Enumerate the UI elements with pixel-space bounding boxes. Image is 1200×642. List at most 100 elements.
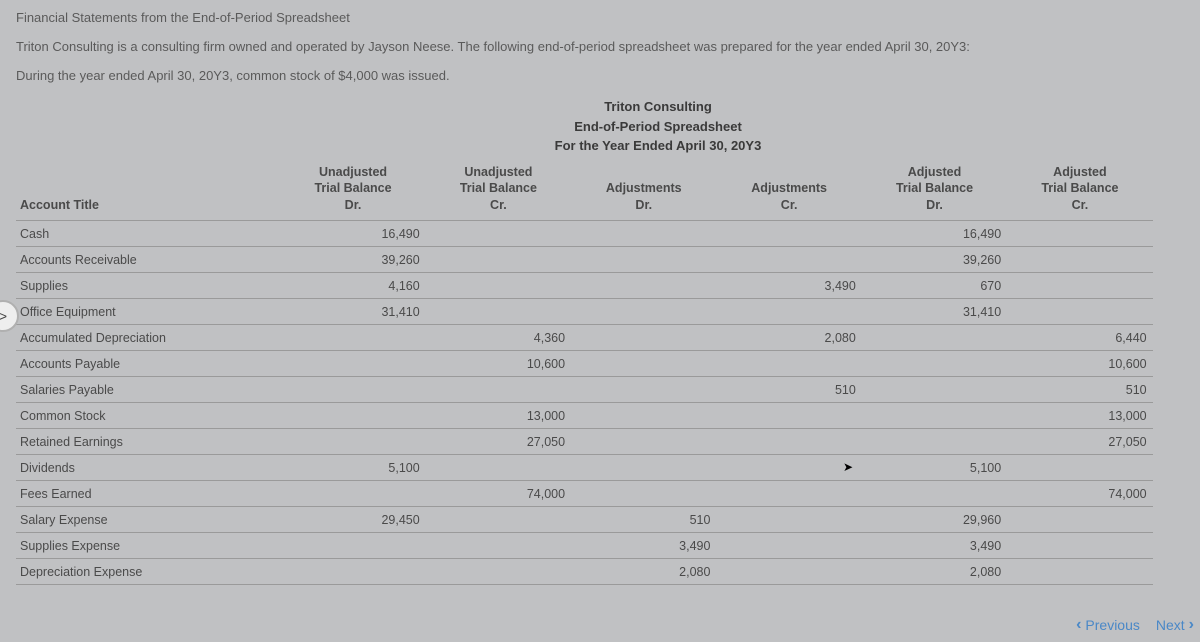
account-cell: Common Stock (16, 403, 280, 429)
value-cell: 4,360 (426, 325, 571, 351)
value-cell: 31,410 (280, 299, 425, 325)
table-row: Salary Expense29,45051029,960 (16, 507, 1153, 533)
value-cell: 5,100 (280, 455, 425, 481)
table-row: Accounts Payable10,60010,600 (16, 351, 1153, 377)
value-cell: 16,490 (280, 221, 425, 247)
value-cell: 74,000 (1007, 481, 1152, 507)
value-cell: 670 (862, 273, 1007, 299)
value-cell (716, 403, 861, 429)
previous-label: Previous (1085, 617, 1139, 633)
value-cell (716, 299, 861, 325)
value-cell (571, 429, 716, 455)
table-row: Dividends5,1005,100 (16, 455, 1153, 481)
value-cell (862, 403, 1007, 429)
value-cell (1007, 247, 1152, 273)
intro-line-1: Financial Statements from the End-of-Per… (16, 10, 1200, 25)
table-row: Depreciation Expense2,0802,080 (16, 559, 1153, 585)
account-cell: Supplies Expense (16, 533, 280, 559)
table-row: Fees Earned 74,000 74,000 (16, 481, 1153, 507)
value-cell (716, 429, 861, 455)
value-cell (426, 377, 571, 403)
chevron-left-icon: ‹ (1076, 616, 1081, 634)
value-cell (426, 299, 571, 325)
nav-area: ‹ Previous Next › (1076, 616, 1194, 634)
value-cell (280, 325, 425, 351)
value-cell (426, 247, 571, 273)
value-cell (426, 533, 571, 559)
value-cell: 3,490 (862, 533, 1007, 559)
value-cell: 13,000 (1007, 403, 1152, 429)
col-adj-dr: Adjustments Dr. (571, 162, 716, 221)
account-cell: Accounts Receivable (16, 247, 280, 273)
previous-button[interactable]: ‹ Previous (1076, 616, 1140, 634)
value-cell (426, 221, 571, 247)
col-adj-cr: Adjustments Cr. (716, 162, 861, 221)
value-cell: 5,100 (862, 455, 1007, 481)
account-cell: Retained Earnings (16, 429, 280, 455)
value-cell (571, 403, 716, 429)
col-unadj-dr: Unadjusted Trial Balance Dr. (280, 162, 425, 221)
value-cell: 4,160 (280, 273, 425, 299)
value-cell (716, 507, 861, 533)
value-cell (280, 403, 425, 429)
value-cell (1007, 507, 1152, 533)
value-cell (571, 481, 716, 507)
table-row: Accumulated Depreciation 4,360 2,080 6,440 (16, 325, 1153, 351)
value-cell (571, 247, 716, 273)
company-name: Triton Consulting (116, 97, 1200, 117)
value-cell (280, 377, 425, 403)
value-cell: 29,450 (280, 507, 425, 533)
value-cell: 13,000 (426, 403, 571, 429)
value-cell: 27,050 (426, 429, 571, 455)
col-adjtb-cr: Adjusted Trial Balance Cr. (1007, 162, 1152, 221)
table-row: Salaries Payable510510 (16, 377, 1153, 403)
value-cell (1007, 299, 1152, 325)
table-row: Cash16,49016,490 (16, 221, 1153, 247)
value-cell (426, 273, 571, 299)
chevron-right-icon: › (1189, 616, 1194, 634)
value-cell: 10,600 (426, 351, 571, 377)
next-button[interactable]: Next › (1156, 616, 1194, 634)
value-cell: 39,260 (862, 247, 1007, 273)
table-row: Accounts Receivable39,26039,260 (16, 247, 1153, 273)
value-cell: 74,000 (426, 481, 571, 507)
table-row: Retained Earnings 27,050 27,050 (16, 429, 1153, 455)
value-cell: 16,490 (862, 221, 1007, 247)
value-cell: 2,080 (862, 559, 1007, 585)
value-cell (571, 377, 716, 403)
chevron-right-icon: > (0, 308, 7, 324)
value-cell (716, 481, 861, 507)
trial-balance-table: Account Title Unadjusted Trial Balance D… (16, 162, 1153, 586)
value-cell: 27,050 (1007, 429, 1152, 455)
table-row: Supplies4,1603,490670 (16, 273, 1153, 299)
value-cell (571, 455, 716, 481)
account-cell: Fees Earned (16, 481, 280, 507)
value-cell (716, 533, 861, 559)
account-cell: Accumulated Depreciation (16, 325, 280, 351)
value-cell: 6,440 (1007, 325, 1152, 351)
value-cell (862, 351, 1007, 377)
value-cell: 2,080 (716, 325, 861, 351)
value-cell (716, 247, 861, 273)
table-row: Office Equipment31,41031,410 (16, 299, 1153, 325)
value-cell (862, 325, 1007, 351)
value-cell (716, 455, 861, 481)
col-account-title: Account Title (16, 162, 280, 221)
value-cell (716, 221, 861, 247)
intro-line-2: Triton Consulting is a consulting firm o… (16, 39, 1200, 54)
value-cell (426, 507, 571, 533)
value-cell (571, 351, 716, 377)
account-cell: Cash (16, 221, 280, 247)
account-cell: Salary Expense (16, 507, 280, 533)
value-cell: 2,080 (571, 559, 716, 585)
value-cell: 510 (1007, 377, 1152, 403)
table-header-row: Account Title Unadjusted Trial Balance D… (16, 162, 1153, 221)
table-row: Common Stock 13,000 13,000 (16, 403, 1153, 429)
value-cell (716, 351, 861, 377)
account-cell: Office Equipment (16, 299, 280, 325)
value-cell: 3,490 (571, 533, 716, 559)
value-cell: 39,260 (280, 247, 425, 273)
value-cell (280, 351, 425, 377)
col-unadj-cr: Unadjusted Trial Balance Cr. (426, 162, 571, 221)
next-label: Next (1156, 617, 1185, 633)
